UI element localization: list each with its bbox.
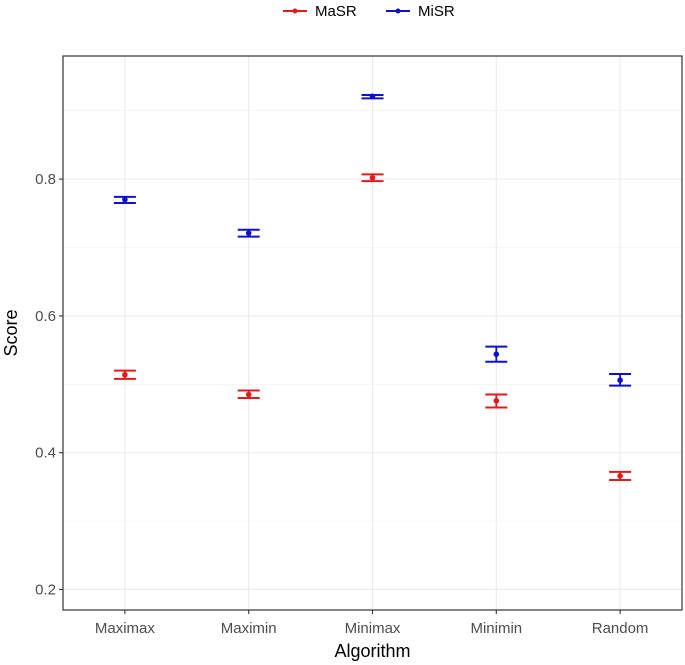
misr-point <box>617 377 623 383</box>
misr-point <box>245 230 252 236</box>
legend-masr-point <box>292 8 298 14</box>
x-tick-label: Maximin <box>221 620 277 637</box>
legend-masr-label: MaSR <box>315 3 357 20</box>
y-axis: 0.2 0.4 0.6 0.8 <box>35 171 63 598</box>
legend-misr-point <box>395 8 401 14</box>
x-tick-label: Maximax <box>95 620 156 637</box>
masr-point <box>245 391 252 398</box>
masr-point <box>369 174 376 181</box>
grid-lines <box>63 56 682 610</box>
masr-point <box>122 371 128 378</box>
masr-point <box>493 397 500 404</box>
legend-misr-label: MiSR <box>418 3 455 20</box>
y-tick-label: 0.4 <box>35 445 56 462</box>
misr-point <box>369 93 376 100</box>
x-tick-label: Minimax <box>345 620 401 637</box>
y-axis-title: Score <box>1 309 21 356</box>
x-tick-label: Minimin <box>470 620 522 637</box>
misr-point <box>493 351 500 358</box>
masr-point <box>617 473 623 479</box>
misr-point <box>122 196 128 203</box>
data-marks <box>113 93 632 482</box>
legend: MaSR MiSR <box>283 3 455 20</box>
y-tick-label: 0.8 <box>35 171 56 188</box>
x-axis-title: Algorithm <box>334 641 410 661</box>
y-tick-label: 0.6 <box>35 308 56 325</box>
x-tick-label: Random <box>592 620 649 637</box>
y-tick-label: 0.2 <box>35 581 56 598</box>
x-axis: Maximax Maximin Minimax Minimin Random <box>95 610 649 637</box>
